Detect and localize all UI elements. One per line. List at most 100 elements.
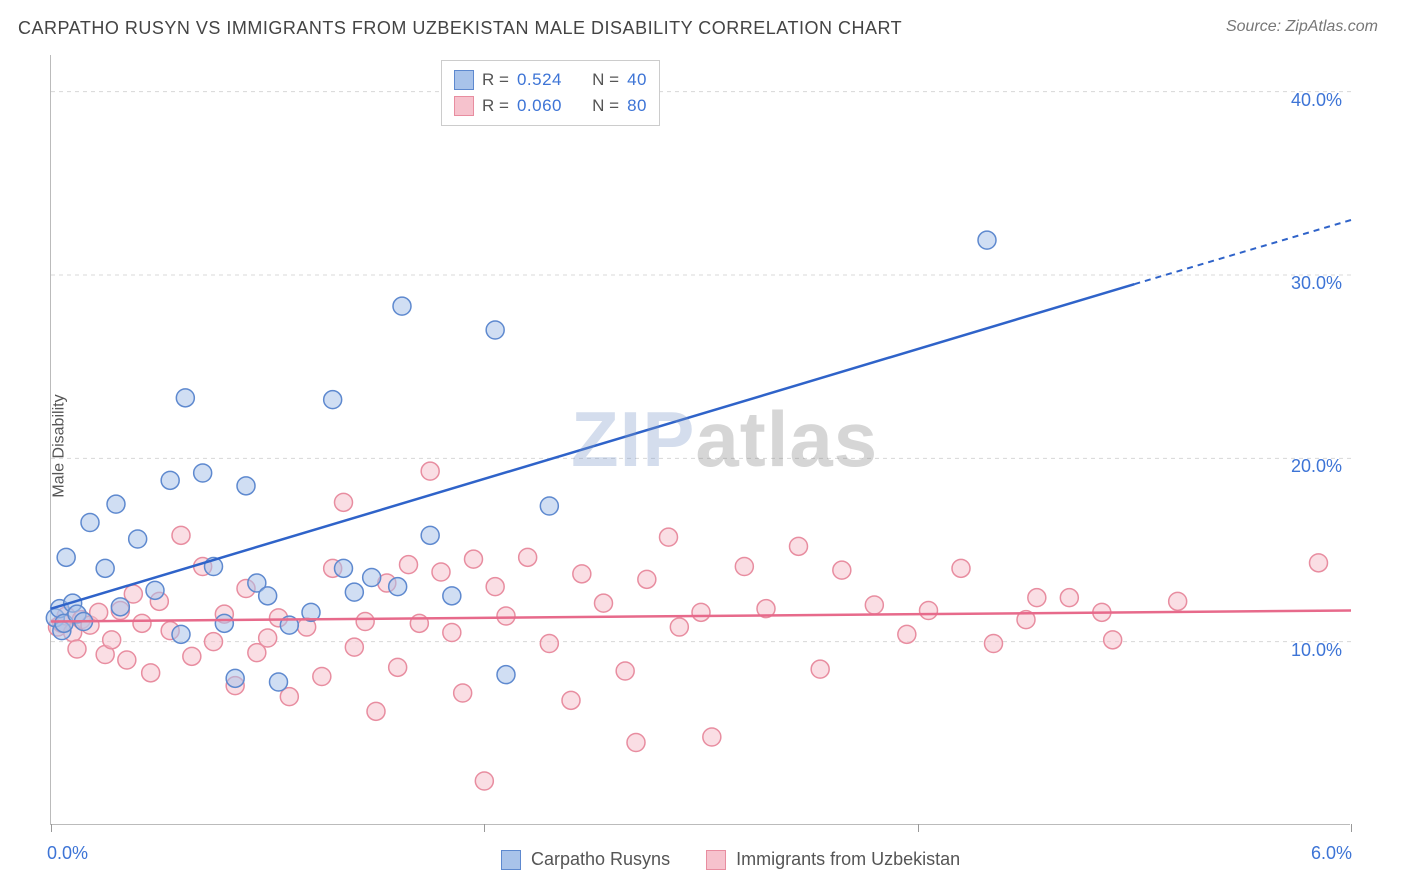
data-point-immigrants_uzbekistan (670, 618, 688, 636)
data-point-immigrants_uzbekistan (118, 651, 136, 669)
chart-title: CARPATHO RUSYN VS IMMIGRANTS FROM UZBEKI… (18, 18, 902, 39)
trendline-carpatho_rusyns (51, 284, 1134, 609)
data-point-immigrants_uzbekistan (133, 614, 151, 632)
data-point-immigrants_uzbekistan (660, 528, 678, 546)
data-point-carpatho_rusyns (96, 559, 114, 577)
data-point-immigrants_uzbekistan (172, 526, 190, 544)
data-point-immigrants_uzbekistan (367, 702, 385, 720)
y-tick-label: 30.0% (1291, 273, 1342, 294)
data-point-carpatho_rusyns (389, 578, 407, 596)
data-point-immigrants_uzbekistan (898, 625, 916, 643)
data-point-immigrants_uzbekistan (833, 561, 851, 579)
series-legend: Carpatho Rusyns Immigrants from Uzbekista… (501, 849, 960, 870)
correlation-legend: R = 0.524 N = 40R = 0.060 N = 80 (441, 60, 660, 126)
data-point-carpatho_rusyns (270, 673, 288, 691)
legend-row-carpatho_rusyns: R = 0.524 N = 40 (454, 67, 647, 93)
data-point-immigrants_uzbekistan (735, 558, 753, 576)
data-point-immigrants_uzbekistan (865, 596, 883, 614)
legend-n-value: 40 (627, 70, 647, 90)
legend-swatch (706, 850, 726, 870)
data-point-immigrants_uzbekistan (497, 607, 515, 625)
data-point-carpatho_rusyns (497, 666, 515, 684)
data-point-carpatho_rusyns (978, 231, 996, 249)
plot-area: ZIPatlas R = 0.524 N = 40R = 0.060 N = 8… (50, 55, 1350, 825)
data-point-carpatho_rusyns (486, 321, 504, 339)
x-tick-mark (484, 824, 485, 832)
data-point-immigrants_uzbekistan (183, 647, 201, 665)
data-point-immigrants_uzbekistan (1310, 554, 1328, 572)
data-point-carpatho_rusyns (226, 669, 244, 687)
x-tick-mark (918, 824, 919, 832)
data-point-carpatho_rusyns (81, 514, 99, 532)
legend-swatch (454, 70, 474, 90)
data-point-immigrants_uzbekistan (811, 660, 829, 678)
legend-n-value: 80 (627, 96, 647, 116)
legend-n-label: N = (592, 96, 619, 116)
data-point-immigrants_uzbekistan (1169, 592, 1187, 610)
legend-r-label: R = (482, 70, 509, 90)
y-tick-label: 10.0% (1291, 640, 1342, 661)
data-point-immigrants_uzbekistan (432, 563, 450, 581)
data-point-immigrants_uzbekistan (443, 624, 461, 642)
data-point-carpatho_rusyns (443, 587, 461, 605)
data-point-immigrants_uzbekistan (486, 578, 504, 596)
data-point-immigrants_uzbekistan (345, 638, 363, 656)
data-point-immigrants_uzbekistan (638, 570, 656, 588)
data-point-carpatho_rusyns (57, 548, 75, 566)
legend-item-carpatho_rusyns: Carpatho Rusyns (501, 849, 670, 870)
data-point-immigrants_uzbekistan (421, 462, 439, 480)
data-point-immigrants_uzbekistan (465, 550, 483, 568)
plot-svg (51, 55, 1350, 824)
y-tick-label: 40.0% (1291, 90, 1342, 111)
data-point-carpatho_rusyns (107, 495, 125, 513)
data-point-carpatho_rusyns (129, 530, 147, 548)
data-point-immigrants_uzbekistan (475, 772, 493, 790)
x-tick-label: 6.0% (1311, 843, 1352, 864)
data-point-immigrants_uzbekistan (400, 556, 418, 574)
legend-item-immigrants_uzbekistan: Immigrants from Uzbekistan (706, 849, 960, 870)
data-point-immigrants_uzbekistan (103, 631, 121, 649)
legend-swatch (454, 96, 474, 116)
data-point-immigrants_uzbekistan (410, 614, 428, 632)
data-point-carpatho_rusyns (345, 583, 363, 601)
data-point-immigrants_uzbekistan (985, 635, 1003, 653)
data-point-immigrants_uzbekistan (1028, 589, 1046, 607)
data-point-immigrants_uzbekistan (142, 664, 160, 682)
data-point-carpatho_rusyns (335, 559, 353, 577)
data-point-carpatho_rusyns (215, 614, 233, 632)
x-tick-mark (1351, 824, 1352, 832)
data-point-carpatho_rusyns (421, 526, 439, 544)
data-point-carpatho_rusyns (111, 598, 129, 616)
data-point-immigrants_uzbekistan (790, 537, 808, 555)
data-point-immigrants_uzbekistan (616, 662, 634, 680)
data-point-immigrants_uzbekistan (389, 658, 407, 676)
data-point-immigrants_uzbekistan (313, 668, 331, 686)
data-point-carpatho_rusyns (146, 581, 164, 599)
data-point-immigrants_uzbekistan (356, 613, 374, 631)
legend-r-value: 0.524 (517, 70, 562, 90)
legend-row-immigrants_uzbekistan: R = 0.060 N = 80 (454, 93, 647, 119)
legend-series-label: Immigrants from Uzbekistan (736, 849, 960, 870)
data-point-immigrants_uzbekistan (519, 548, 537, 566)
data-point-immigrants_uzbekistan (1104, 631, 1122, 649)
data-point-immigrants_uzbekistan (692, 603, 710, 621)
x-tick-mark (51, 824, 52, 832)
legend-n-label: N = (592, 70, 619, 90)
data-point-immigrants_uzbekistan (703, 728, 721, 746)
data-point-immigrants_uzbekistan (595, 594, 613, 612)
data-point-immigrants_uzbekistan (259, 629, 277, 647)
data-point-carpatho_rusyns (363, 569, 381, 587)
data-point-immigrants_uzbekistan (627, 734, 645, 752)
data-point-immigrants_uzbekistan (205, 633, 223, 651)
legend-series-label: Carpatho Rusyns (531, 849, 670, 870)
data-point-immigrants_uzbekistan (920, 602, 938, 620)
data-point-carpatho_rusyns (172, 625, 190, 643)
data-point-carpatho_rusyns (161, 471, 179, 489)
legend-swatch (501, 850, 521, 870)
data-point-immigrants_uzbekistan (68, 640, 86, 658)
data-point-carpatho_rusyns (393, 297, 411, 315)
source-attribution: Source: ZipAtlas.com (1226, 18, 1378, 36)
data-point-carpatho_rusyns (540, 497, 558, 515)
y-tick-label: 20.0% (1291, 456, 1342, 477)
chart-container: CARPATHO RUSYN VS IMMIGRANTS FROM UZBEKI… (0, 0, 1406, 892)
